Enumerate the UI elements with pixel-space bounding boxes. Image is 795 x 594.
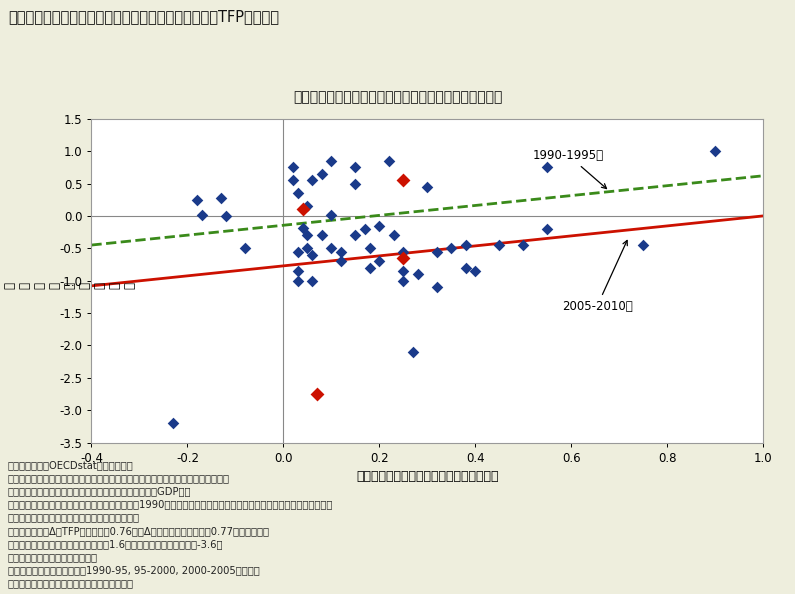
Point bbox=[316, 169, 328, 179]
Point bbox=[431, 282, 444, 292]
Point bbox=[215, 194, 227, 203]
Text: 括弧内の値はＴ値: 括弧内の値はＴ値 bbox=[8, 552, 98, 562]
Text: ３．研究開発投資比率は研究開発投資額の対GDP比。: ３．研究開発投資比率は研究開発投資額の対GDP比。 bbox=[8, 486, 192, 497]
Point bbox=[292, 247, 304, 256]
Point bbox=[167, 418, 180, 428]
Text: ４．全要素生産性、研究開発投資費は1990年以降における５年ごとの変化をそれぞれプロットしている。: ４．全要素生産性、研究開発投資費は1990年以降における５年ごとの変化をそれぞれ… bbox=[8, 500, 333, 510]
Point bbox=[387, 230, 400, 240]
Text: 我が国の研究開発投資変化と生産性変化の関係は平均的: 我が国の研究開発投資変化と生産性変化の関係は平均的 bbox=[293, 90, 502, 104]
Point bbox=[311, 389, 324, 399]
Point bbox=[373, 257, 386, 266]
Text: ２．研究開発投資額は、民間企業、政府、大学、研究機関等の実施分。: ２．研究開発投資額は、民間企業、政府、大学、研究機関等の実施分。 bbox=[8, 473, 230, 484]
Point bbox=[373, 221, 386, 230]
Point bbox=[445, 244, 458, 253]
Point bbox=[297, 205, 309, 214]
Point bbox=[301, 230, 314, 240]
Point bbox=[469, 266, 482, 276]
Point bbox=[431, 247, 444, 256]
Point bbox=[363, 263, 376, 273]
Point bbox=[349, 230, 362, 240]
Point bbox=[460, 263, 472, 273]
Point bbox=[517, 241, 529, 250]
Point bbox=[191, 195, 204, 204]
Point bbox=[406, 347, 419, 356]
Point bbox=[306, 250, 319, 260]
Point bbox=[287, 163, 300, 172]
Point bbox=[316, 230, 328, 240]
Point bbox=[349, 163, 362, 172]
Point bbox=[306, 276, 319, 285]
Point bbox=[397, 176, 409, 185]
Point bbox=[196, 210, 208, 219]
X-axis label: 研究開発投資比率の変化幅（％ポイント）: 研究開発投資比率の変化幅（％ポイント） bbox=[356, 470, 498, 483]
Point bbox=[292, 188, 304, 198]
Point bbox=[397, 247, 409, 256]
Point bbox=[493, 241, 506, 250]
Text: ６．日本は、図中の赤のブロット。: ６．日本は、図中の赤のブロット。 bbox=[8, 578, 134, 588]
Point bbox=[709, 147, 722, 156]
Point bbox=[219, 211, 232, 221]
Point bbox=[325, 156, 338, 166]
Point bbox=[382, 156, 395, 166]
Point bbox=[359, 224, 371, 233]
Point bbox=[421, 182, 434, 191]
Point bbox=[397, 266, 409, 276]
Point bbox=[238, 244, 251, 253]
Text: Δ（TFP変化率）＝0.76＊（Δ研究開発投資比率）－0.77＋期間ダミー: Δ（TFP変化率）＝0.76＊（Δ研究開発投資比率）－0.77＋期間ダミー bbox=[8, 526, 270, 536]
Point bbox=[301, 201, 314, 211]
Point bbox=[411, 270, 424, 279]
Text: （1.6）　　　　　　　　　　（-3.6）: （1.6） （-3.6） bbox=[8, 539, 223, 549]
Point bbox=[541, 163, 553, 172]
Point bbox=[397, 253, 409, 263]
Point bbox=[541, 224, 553, 233]
Point bbox=[301, 244, 314, 253]
Text: 1990-1995年: 1990-1995年 bbox=[533, 149, 607, 188]
Point bbox=[335, 247, 347, 256]
Point bbox=[325, 210, 338, 219]
Text: 全
要
素
生
産
性
 の
変
化
幅
（
％
ポ
イ
ン
ト
）: 全 要 素 生 産 性 の 変 化 幅 （ ％ ポ イ ン ト ） bbox=[0, 280, 136, 290]
Text: 第１－３－３図　研究開発投資比率と全要素生産性（TFP）の関係: 第１－３－３図 研究開発投資比率と全要素生産性（TFP）の関係 bbox=[8, 9, 279, 24]
Text: （備考）　１．OECDstatにより作成。: （備考） １．OECDstatにより作成。 bbox=[8, 460, 134, 470]
Text: ５．傾向線の回帰式は以下のとおり。: ５．傾向線の回帰式は以下のとおり。 bbox=[8, 513, 140, 523]
Point bbox=[306, 176, 319, 185]
Point bbox=[349, 179, 362, 188]
Point bbox=[292, 276, 304, 285]
Point bbox=[397, 276, 409, 285]
Point bbox=[292, 266, 304, 276]
Point bbox=[637, 241, 650, 250]
Point bbox=[325, 244, 338, 253]
Text: 2005-2010年: 2005-2010年 bbox=[561, 241, 632, 313]
Text: 期間ダミーは1990-95, 95-2000, 2000-2005に設定。: 期間ダミーは1990-95, 95-2000, 2000-2005に設定。 bbox=[8, 565, 260, 575]
Point bbox=[335, 257, 347, 266]
Point bbox=[460, 241, 472, 250]
Point bbox=[287, 176, 300, 185]
Point bbox=[363, 244, 376, 253]
Point bbox=[297, 223, 309, 232]
